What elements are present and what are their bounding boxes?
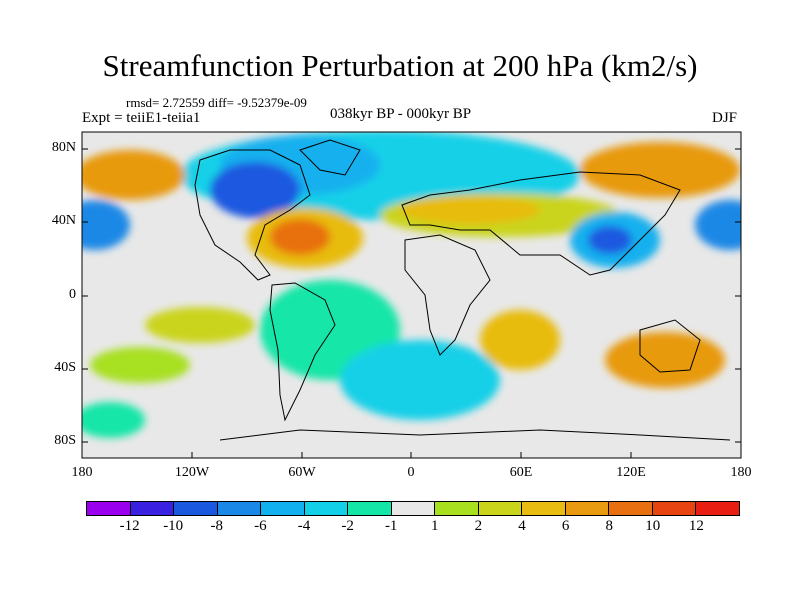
x-tick-180e: 180 — [730, 465, 752, 480]
field-siberia-high — [580, 142, 740, 198]
field-eastasia-core — [588, 226, 632, 254]
x-tick-60e: 60E — [509, 465, 533, 480]
colorbar-label: -1 — [384, 518, 398, 534]
contour-fields — [82, 132, 741, 438]
y-tick-40n: 40N — [51, 213, 76, 228]
y-tick-40s: 40S — [54, 360, 76, 375]
field-atlantic-core — [270, 219, 330, 255]
coast-greenland — [299, 139, 361, 176]
colorbar-label: -6 — [254, 518, 267, 534]
colorbar-label: -12 — [119, 518, 140, 534]
colorbar-box — [348, 502, 392, 515]
colorbar-label: 2 — [474, 518, 483, 534]
colorbar-box — [435, 502, 479, 515]
x-tick-120w: 120W — [174, 465, 210, 480]
colorbar-box — [304, 502, 349, 515]
colorbar-box — [478, 502, 523, 515]
colorbar-box — [261, 502, 305, 515]
colorbar-label: 12 — [688, 518, 704, 534]
colorbar-label: -8 — [210, 518, 224, 534]
field-pacific-ne-high — [82, 150, 185, 200]
colorbar-box — [565, 502, 610, 515]
experiment-label: Expt = teiiE1-teiia1 — [82, 110, 201, 126]
field-south-west-low — [82, 402, 145, 438]
colorbar-box — [696, 502, 739, 515]
x-tick-0: 0 — [407, 465, 415, 480]
stats-text: rmsd= 2.72559 diff= -9.52379e-09 — [126, 95, 307, 110]
colorbar-box — [130, 502, 175, 515]
coast-south-america — [269, 282, 336, 422]
colorbar-label: 1 — [431, 518, 439, 534]
x-tick-120e: 120E — [616, 465, 646, 480]
coast-eurasia — [401, 171, 681, 276]
y-tick-80n: 80N — [51, 140, 76, 155]
y-tick-0: 0 — [69, 287, 76, 302]
coast-antarctica — [219, 429, 731, 441]
colorbar-box — [217, 502, 262, 515]
field-southern-low — [340, 340, 500, 420]
field-indian-high — [480, 310, 560, 370]
coast-africa — [404, 234, 491, 356]
colorbar-box — [391, 502, 436, 515]
field-eurasia-core — [400, 196, 540, 224]
map-title: Streamfunction Perturbation at 200 hPa (… — [102, 48, 698, 83]
period-label: 038kyr BP - 000kyr BP — [330, 106, 472, 122]
tick-marks — [82, 148, 741, 458]
colorbar-box — [87, 502, 131, 515]
colorbar-box — [652, 502, 697, 515]
field-spacific-band — [90, 347, 190, 383]
colorbar-label: 4 — [518, 518, 526, 534]
colorbar-label: 8 — [605, 518, 613, 534]
field-west-edge-low — [82, 200, 130, 250]
colorbar-label: -2 — [341, 518, 354, 534]
x-tick-60w: 60W — [288, 465, 316, 480]
coastlines — [194, 139, 731, 441]
colorbar-box — [522, 502, 566, 515]
coast-north-america — [194, 149, 311, 281]
colorbar-label: -10 — [163, 518, 184, 534]
colorbar — [86, 501, 740, 516]
y-tick-80s: 80S — [54, 433, 76, 448]
field-east-edge-low — [695, 200, 741, 250]
season-label: DJF — [712, 110, 738, 126]
field-namerica-low — [210, 162, 300, 218]
colorbar-box — [609, 502, 653, 515]
colorbar-label: -4 — [297, 518, 311, 534]
colorbar-label: 10 — [645, 518, 661, 534]
field-australia-high — [605, 332, 725, 388]
coast-australia — [639, 319, 701, 373]
colorbar-box — [174, 502, 218, 515]
colorbar-label: 6 — [561, 518, 570, 534]
x-tick-180w: 180 — [71, 465, 93, 480]
field-spacific-high — [145, 307, 255, 343]
